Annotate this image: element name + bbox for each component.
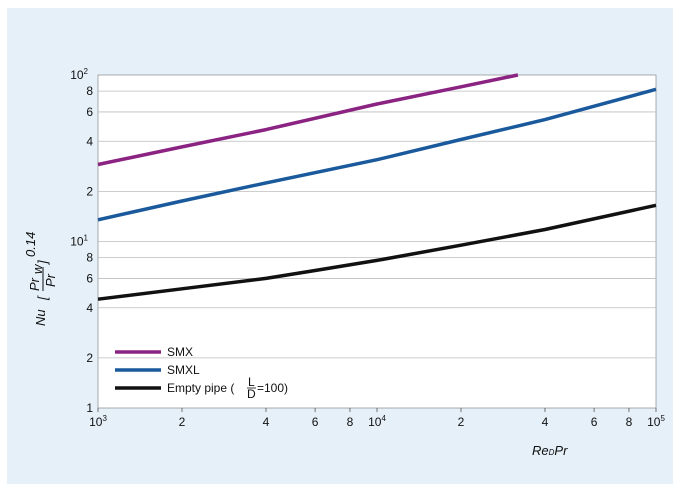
legend-empty-pipe-prefix: Empty pipe ( (167, 381, 234, 395)
y-axis-label: Nu [ Pr w Pr ] 0.14 (23, 232, 58, 326)
x-label-tail: Pr (554, 443, 568, 458)
x-label-main: Re (532, 443, 549, 458)
y-label-bracket-close: ] (35, 260, 50, 266)
y-tick-label: 1 (86, 401, 93, 415)
y-label-num-sub: w (30, 263, 45, 274)
legend-empty-pipe-suffix: =100) (257, 381, 288, 395)
series-line-smxl (97, 87, 657, 222)
chart-panel: 103 2 4 6 8 104 2 4 6 8 105 1 2 4 6 8 101 2 4 6 8 102 Nu [ P… (7, 8, 673, 484)
x-tick-label: 8 (347, 415, 354, 429)
y-label-num: Pr (27, 277, 42, 291)
x-tick-label: 104 (368, 414, 386, 429)
y-tick-label: 6 (86, 105, 93, 119)
x-tick-label: 8 (626, 415, 633, 429)
y-tick-label: 2 (86, 184, 93, 198)
x-tick-label: 4 (542, 415, 549, 429)
y-tick-label: 102 (70, 67, 88, 82)
x-axis-label: ReDPr (532, 443, 568, 458)
y-label-den: Pr (43, 273, 58, 287)
y-tick-label: 6 (86, 271, 93, 285)
y-tick-label: 101 (70, 234, 88, 249)
x-tick-label: 105 (647, 414, 665, 429)
x-tick-label: 6 (591, 415, 598, 429)
y-tick-label: 4 (86, 134, 93, 148)
series-line-empty-pipe (97, 203, 657, 301)
y-tick-label: 8 (86, 251, 93, 265)
legend-frac-den: D (247, 387, 256, 401)
y-label-bracket-open: [ (35, 295, 50, 301)
x-tick-label: 6 (312, 415, 319, 429)
y-tick-label: 2 (86, 351, 93, 365)
legend-label-smx: SMX (167, 345, 193, 359)
y-label-exp: 0.14 (23, 232, 38, 257)
y-tick-label: 8 (86, 84, 93, 98)
y-label-nu: Nu (33, 309, 48, 326)
x-tick-label: 4 (263, 415, 270, 429)
x-tick-label: 2 (179, 415, 186, 429)
x-label-sub: D (549, 448, 555, 457)
legend: SMX SMXL Empty pipe ( L D =100) (115, 345, 288, 401)
legend-frac-num: L (248, 375, 255, 389)
chart: 103 2 4 6 8 104 2 4 6 8 105 1 2 4 6 8 101 2 4 6 8 102 Nu [ P… (23, 67, 665, 458)
legend-label-smxl: SMXL (167, 363, 200, 377)
y-tick-label: 4 (86, 301, 93, 315)
legend-label-empty-pipe: Empty pipe ( (167, 381, 234, 395)
series-line-smx (97, 73, 519, 167)
x-tick-label: 103 (89, 414, 107, 429)
x-tick-label: 2 (458, 415, 465, 429)
